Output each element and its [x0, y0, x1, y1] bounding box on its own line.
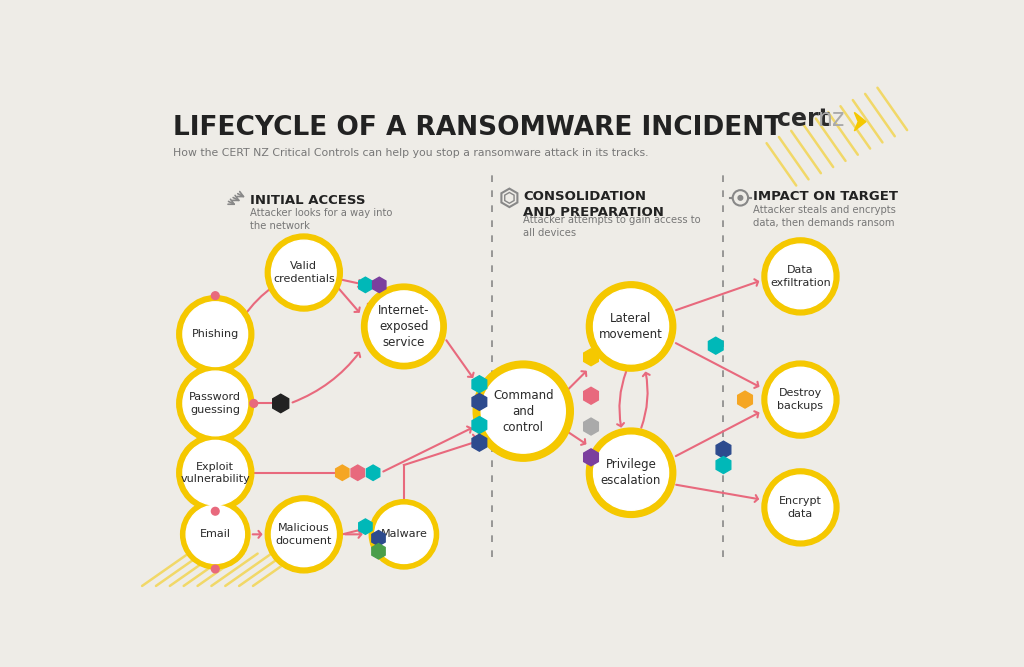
Circle shape [594, 289, 669, 364]
Polygon shape [584, 418, 598, 435]
Circle shape [177, 434, 254, 511]
Text: CONSOLIDATION
AND PREPARATION: CONSOLIDATION AND PREPARATION [523, 190, 665, 219]
Text: Privilege
escalation: Privilege escalation [601, 458, 662, 487]
Text: Data
exfiltration: Data exfiltration [770, 265, 830, 287]
Circle shape [265, 234, 342, 311]
Text: LIFECYCLE OF A RANSOMWARE INCIDENT: LIFECYCLE OF A RANSOMWARE INCIDENT [173, 115, 782, 141]
Circle shape [594, 436, 669, 510]
Text: IMPACT ON TARGET: IMPACT ON TARGET [753, 190, 898, 203]
Text: INITIAL ACCESS: INITIAL ACCESS [250, 194, 366, 207]
Circle shape [481, 369, 565, 453]
Text: Valid
credentials: Valid credentials [273, 261, 335, 283]
Polygon shape [737, 391, 753, 408]
Text: How the CERT NZ Critical Controls can help you stop a ransomware attack in its t: How the CERT NZ Critical Controls can he… [173, 148, 648, 158]
Circle shape [375, 505, 433, 564]
Circle shape [183, 371, 248, 436]
Circle shape [361, 284, 446, 369]
Circle shape [762, 361, 839, 438]
Text: Command
and
control: Command and control [493, 389, 554, 434]
Circle shape [211, 565, 219, 573]
Text: Email: Email [200, 530, 230, 540]
Text: Phishing: Phishing [191, 329, 239, 339]
Polygon shape [584, 388, 598, 404]
Text: Malicious
document: Malicious document [275, 523, 332, 546]
Circle shape [271, 502, 336, 567]
Circle shape [211, 291, 219, 299]
Polygon shape [709, 338, 723, 354]
Circle shape [370, 500, 438, 569]
Polygon shape [584, 449, 598, 466]
Polygon shape [272, 394, 289, 413]
Circle shape [762, 469, 839, 546]
Text: cert: cert [777, 107, 830, 131]
Circle shape [177, 365, 254, 442]
Text: Exploit
vulnerability: Exploit vulnerability [180, 462, 250, 484]
Text: Attacker steals and encrypts
data, then demands ransom: Attacker steals and encrypts data, then … [753, 205, 896, 228]
Text: nz: nz [818, 107, 846, 131]
Polygon shape [351, 465, 365, 480]
Polygon shape [716, 457, 731, 474]
Circle shape [183, 301, 248, 366]
Polygon shape [367, 465, 380, 480]
Text: Lateral
movement: Lateral movement [599, 312, 663, 341]
Circle shape [211, 508, 219, 515]
Circle shape [768, 475, 833, 540]
Polygon shape [854, 112, 866, 131]
Circle shape [271, 240, 336, 305]
Text: Destroy
backups: Destroy backups [777, 388, 823, 411]
Polygon shape [716, 441, 731, 458]
Polygon shape [336, 465, 349, 480]
Text: Malware: Malware [381, 530, 427, 540]
Text: Attacker looks for a way into
the network: Attacker looks for a way into the networ… [250, 208, 392, 231]
Circle shape [587, 428, 676, 518]
Polygon shape [584, 349, 598, 366]
Text: Internet-
exposed
service: Internet- exposed service [378, 304, 430, 349]
Circle shape [587, 281, 676, 371]
Polygon shape [472, 394, 486, 410]
Polygon shape [472, 434, 486, 451]
Text: Attacker attempts to gain access to
all devices: Attacker attempts to gain access to all … [523, 215, 700, 238]
Circle shape [250, 400, 258, 408]
Circle shape [183, 440, 248, 505]
Polygon shape [372, 530, 385, 546]
Circle shape [473, 361, 573, 461]
Polygon shape [372, 544, 385, 559]
Circle shape [369, 291, 439, 362]
Circle shape [762, 238, 839, 315]
Circle shape [768, 244, 833, 309]
Polygon shape [358, 519, 372, 534]
Polygon shape [472, 416, 486, 434]
Text: Encrypt
data: Encrypt data [779, 496, 822, 518]
Circle shape [768, 368, 833, 432]
Polygon shape [472, 376, 486, 393]
Circle shape [186, 505, 245, 564]
Circle shape [738, 195, 742, 200]
Circle shape [180, 500, 250, 569]
Circle shape [265, 496, 342, 573]
Polygon shape [358, 277, 372, 293]
Polygon shape [373, 277, 386, 293]
Circle shape [177, 295, 254, 373]
Text: Password
guessing: Password guessing [189, 392, 242, 415]
